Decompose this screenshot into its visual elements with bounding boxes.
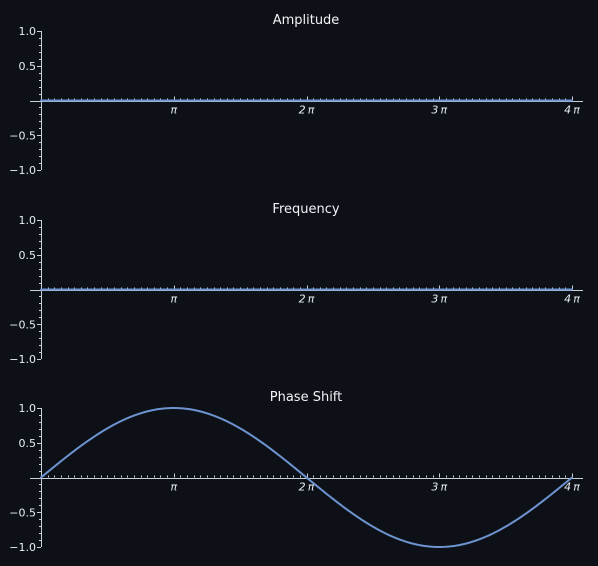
x-tick-label: 3 π	[431, 481, 447, 494]
panel-title: Frequency	[272, 202, 339, 217]
x-tick-label: 3 π	[431, 293, 447, 306]
x-tick-label: 2 π	[299, 481, 315, 494]
panel-1: Amplitude 1.0 0.5 −0.5 −1.0 π 2 π 3 π 4 π	[9, 13, 583, 177]
panel-3: Phase Shift 1.0 0.5 −0.5 −1.0 π 2 π 3 π 4 π	[9, 390, 583, 554]
y-tick-label: −1.0	[9, 164, 36, 177]
x-tick-label: 4 π	[564, 481, 580, 494]
x-tick-label: 3 π	[431, 104, 447, 117]
y-tick-label: −0.5	[9, 318, 36, 331]
x-tick-label: π	[170, 104, 177, 117]
y-tick-label: 0.5	[19, 437, 37, 450]
y-tick-label: 1.0	[19, 402, 37, 415]
y-tick-label: 1.0	[19, 214, 37, 227]
series-line	[40, 407, 573, 548]
x-tick-label: π	[170, 293, 177, 306]
panel-2: Frequency 1.0 0.5 −0.5 −1.0 π 2 π 3 π 4 π	[9, 202, 583, 366]
y-tick-label: −0.5	[9, 506, 36, 519]
x-tick-label: 4 π	[564, 104, 580, 117]
y-tick-label: 0.5	[19, 249, 37, 262]
panel-title: Phase Shift	[270, 390, 343, 405]
x-tick-label: π	[170, 481, 177, 494]
y-tick-label: −0.5	[9, 129, 36, 142]
x-tick-label: 2 π	[299, 104, 315, 117]
y-tick-label: 0.5	[19, 60, 37, 73]
x-tick-label: 2 π	[299, 293, 315, 306]
y-tick-label: −1.0	[9, 353, 36, 366]
x-tick-label: 4 π	[564, 293, 580, 306]
panel-title: Amplitude	[273, 13, 340, 28]
y-tick-label: −1.0	[9, 541, 36, 554]
y-tick-label: 1.0	[19, 25, 37, 38]
